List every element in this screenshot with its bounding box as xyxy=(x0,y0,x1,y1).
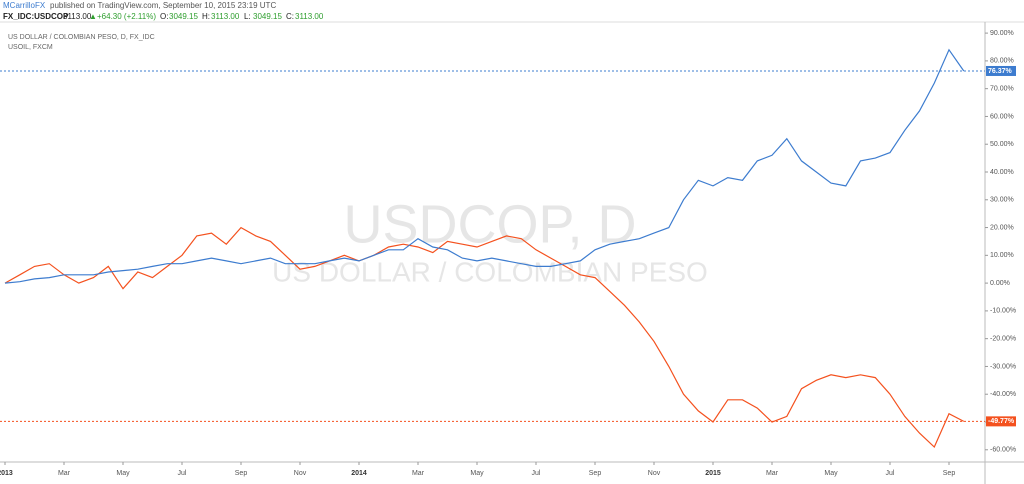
last-price: 3113.00 xyxy=(63,12,92,21)
published: published on TradingView.com, September … xyxy=(50,1,276,10)
y-tick-label: 20.00% xyxy=(990,224,1014,231)
x-tick-label: Sep xyxy=(589,470,602,477)
watermark: US DOLLAR / COLOMBIAN PESO xyxy=(272,256,708,287)
x-tick-label: Sep xyxy=(943,470,956,477)
ohlc-value: 3113.00 xyxy=(211,12,240,21)
y-tick-label: 40.00% xyxy=(990,169,1014,176)
x-tick-label: Mar xyxy=(766,470,779,477)
x-tick-label: May xyxy=(116,470,130,477)
legend-item: USOIL, FXCM xyxy=(8,44,53,51)
x-tick-label: May xyxy=(824,470,838,477)
last-value-box xyxy=(986,416,1016,427)
series-line xyxy=(4,48,965,284)
y-tick-label: 80.00% xyxy=(990,58,1014,65)
x-tick-label: May xyxy=(470,470,484,477)
last-value-label: -49.77% xyxy=(988,418,1015,425)
author[interactable]: MCarrilloFX xyxy=(3,1,46,10)
x-tick-label: Nov xyxy=(648,470,661,477)
x-tick-label: Jul xyxy=(886,470,895,477)
x-tick-label: 2015 xyxy=(705,470,721,477)
symbol: FX_IDC:USDCOP xyxy=(3,12,69,21)
last-value-box xyxy=(986,65,1016,76)
y-tick-label: 30.00% xyxy=(990,197,1014,204)
y-tick-label: 50.00% xyxy=(990,141,1014,148)
y-tick-label: 10.00% xyxy=(990,252,1014,259)
series-line xyxy=(4,226,965,449)
x-tick-label: Sep xyxy=(235,470,248,477)
y-tick-label: 70.00% xyxy=(990,86,1014,93)
ohlc-label: H: xyxy=(202,12,210,21)
ohlc-label: C: xyxy=(286,12,294,21)
arrow: ▲ xyxy=(89,12,97,21)
y-tick-label: -10.00% xyxy=(990,308,1016,315)
ohlc-value: 3049.15 xyxy=(253,12,282,21)
x-tick-label: 2013 xyxy=(0,470,13,477)
x-tick-label: Mar xyxy=(412,470,425,477)
ohlc-label: O: xyxy=(160,12,168,21)
x-tick-label: Jul xyxy=(178,470,187,477)
y-tick-label: -60.00% xyxy=(990,447,1016,454)
y-tick-label: 0.00% xyxy=(990,280,1010,287)
x-tick-label: Jul xyxy=(532,470,541,477)
y-tick-label: -40.00% xyxy=(990,391,1016,398)
y-tick-label: -30.00% xyxy=(990,363,1016,370)
legend-item: US DOLLAR / COLOMBIAN PESO, D, FX_IDC xyxy=(8,34,155,41)
x-tick-label: Mar xyxy=(58,470,71,477)
ohlc-value: 3049.15 xyxy=(169,12,198,21)
ohlc-label: L: xyxy=(244,12,251,21)
x-tick-label: Nov xyxy=(294,470,307,477)
y-tick-label: -20.00% xyxy=(990,336,1016,343)
last-value-label: 76.37% xyxy=(988,68,1013,75)
change: +64.30 (+2.11%) xyxy=(97,12,156,21)
y-tick-label: 90.00% xyxy=(990,30,1014,37)
x-tick-label: 2014 xyxy=(351,470,367,477)
y-tick-label: 60.00% xyxy=(990,113,1014,120)
ohlc-value: 3113.00 xyxy=(295,12,324,21)
quote-row: FX_IDC:USDCOP 3113.00 ▲ +64.30 (+2.11%) … xyxy=(3,12,324,21)
watermark: USDCOP, D xyxy=(343,194,636,254)
